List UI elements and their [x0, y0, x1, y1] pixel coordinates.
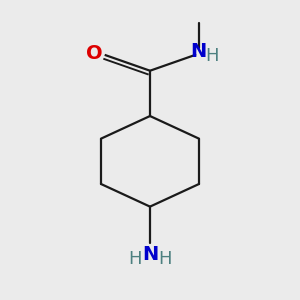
- Text: N: N: [190, 42, 207, 61]
- Text: H: H: [206, 47, 219, 65]
- Text: H: H: [158, 250, 172, 268]
- Text: O: O: [86, 44, 103, 63]
- Text: N: N: [142, 245, 158, 264]
- Text: H: H: [128, 250, 142, 268]
